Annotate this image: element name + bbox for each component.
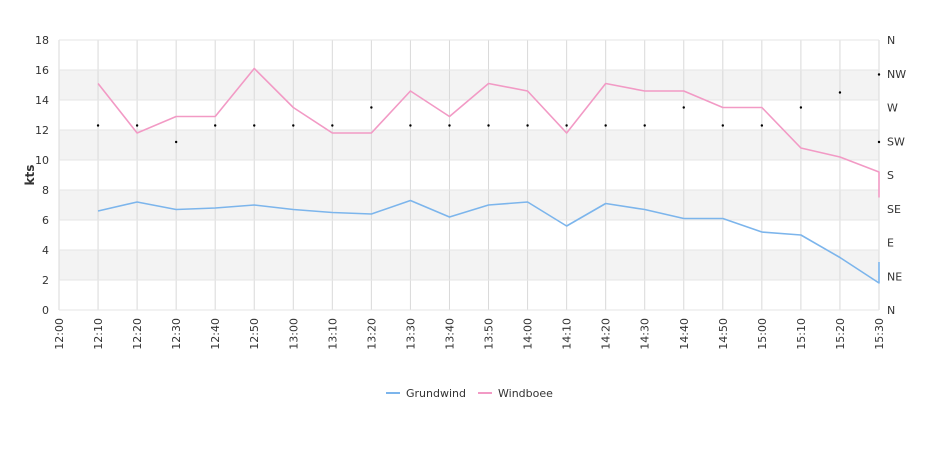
x-tick-label: 13:40: [443, 318, 456, 350]
direction-tick-label: S: [887, 169, 894, 182]
x-tick-label: 15:10: [795, 318, 808, 350]
direction-point: [213, 124, 217, 127]
y-tick-label: 12: [35, 124, 49, 137]
legend[interactable]: Grundwind Windboee: [386, 387, 553, 400]
direction-point: [174, 140, 178, 144]
x-tick-label: 13:20: [365, 318, 378, 350]
direction-points: [96, 73, 881, 144]
x-tick-label: 15:30: [873, 318, 886, 350]
direction-point: [96, 124, 100, 127]
legend-item-grundwind[interactable]: Grundwind: [386, 387, 466, 400]
direction-point: [604, 124, 607, 127]
direction-tick-label: SW: [887, 135, 905, 148]
direction-point: [331, 124, 334, 127]
x-tick-label: 12:10: [92, 318, 105, 350]
direction-point: [877, 140, 881, 144]
x-tick-label: 12:50: [248, 318, 261, 350]
direction-point: [643, 124, 646, 127]
direction-point: [721, 124, 725, 127]
y-tick-label: 6: [42, 214, 49, 227]
x-tick-label: 15:00: [756, 318, 769, 350]
plot-bands: [59, 70, 879, 280]
direction-point: [838, 91, 842, 94]
x-tick-label: 12:20: [131, 318, 144, 350]
legend-label: Windboee: [498, 387, 553, 400]
direction-point: [565, 124, 568, 127]
series-lines: [97, 67, 880, 284]
x-tick-label: 13:00: [287, 318, 300, 350]
y-tick-label: 0: [42, 304, 49, 317]
y-axis-ticks: 0 2 4 6 8 10 12 14 16 18: [35, 34, 49, 317]
direction-tick-label: NE: [887, 270, 902, 283]
direction-tick-label: N: [887, 34, 895, 47]
direction-point: [370, 106, 373, 109]
direction-point: [877, 73, 881, 76]
x-tick-label: 13:10: [326, 318, 339, 350]
x-tick-label: 13:30: [404, 318, 417, 350]
direction-axis-ticks: N NE E SE S SW W NW N: [887, 34, 906, 317]
x-tick-label: 13:50: [483, 318, 496, 350]
direction-point: [682, 106, 685, 109]
direction-tick-label: W: [887, 102, 898, 115]
plot-band: [59, 130, 879, 160]
legend-item-windboee[interactable]: Windboee: [478, 387, 553, 400]
direction-point: [526, 124, 529, 127]
y-tick-label: 2: [42, 274, 49, 287]
legend-label: Grundwind: [406, 387, 466, 400]
y-tick-label: 10: [35, 154, 49, 167]
y-tick-label: 16: [35, 64, 49, 77]
direction-tick-label: SE: [887, 203, 901, 216]
y-axis-label: kts: [23, 165, 37, 186]
direction-tick-label: E: [887, 237, 894, 250]
direction-point: [253, 124, 256, 127]
series-line-windboee: [97, 67, 880, 198]
x-tick-label: 14:20: [600, 318, 613, 350]
x-tick-label: 14:50: [717, 318, 730, 350]
direction-tick-label: N: [887, 304, 895, 317]
direction-point: [292, 124, 295, 127]
direction-point: [409, 124, 412, 127]
plot-band: [59, 250, 879, 280]
x-axis-ticks: 12:00 12:10 12:20 12:30 12:40 12:50 13:00 13:10…: [53, 318, 886, 350]
direction-point: [487, 124, 490, 127]
series-line-grundwind: [97, 199, 880, 284]
direction-point: [760, 124, 764, 127]
x-tick-label: 12:00: [53, 318, 66, 350]
x-tick-label: 12:40: [209, 318, 222, 350]
plot-band: [59, 70, 879, 100]
direction-point: [135, 124, 139, 127]
x-tick-label: 14:40: [678, 318, 691, 350]
x-tick-label: 15:20: [834, 318, 847, 350]
direction-point: [799, 106, 803, 109]
x-tick-label: 14:00: [522, 318, 535, 350]
x-tick-label: 12:30: [170, 318, 183, 350]
y-tick-label: 18: [35, 34, 49, 47]
plot-band: [59, 190, 879, 220]
direction-point: [448, 124, 451, 127]
x-tick-label: 14:10: [561, 318, 574, 350]
y-tick-label: 4: [42, 244, 49, 257]
y-tick-label: 8: [42, 184, 49, 197]
x-tick-label: 14:30: [639, 318, 652, 350]
y-tick-label: 14: [35, 94, 49, 107]
direction-tick-label: NW: [887, 68, 906, 81]
